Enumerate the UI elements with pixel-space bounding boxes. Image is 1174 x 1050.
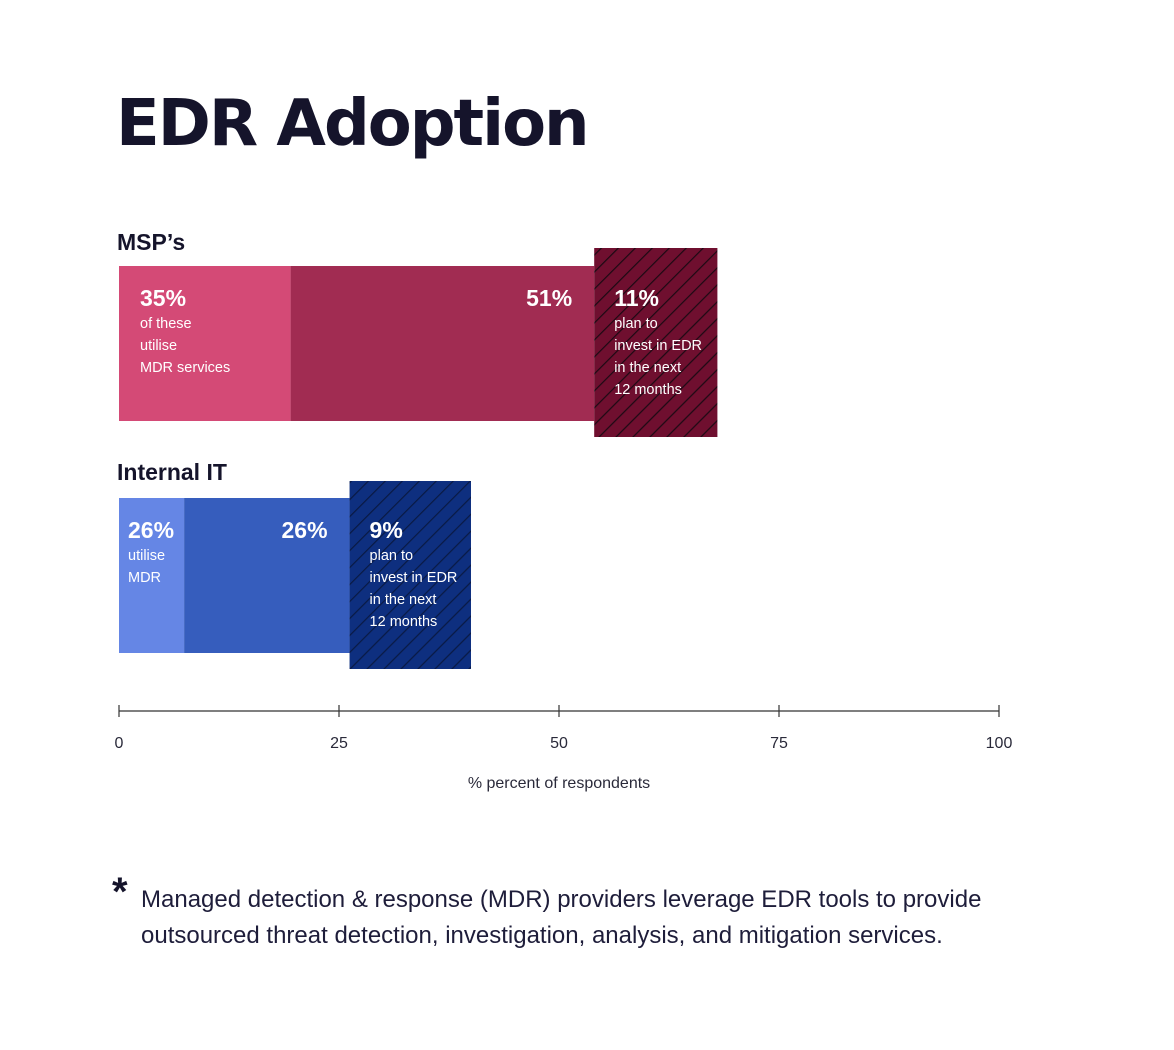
value-label-internal-it-1: 26% (128, 517, 174, 543)
annotation-line-msp-3-3: in the next (614, 360, 681, 376)
bars-layer (119, 248, 718, 669)
bar-segment-msp-2 (290, 266, 595, 421)
footnote-text: Managed detection & response (MDR) provi… (141, 886, 982, 949)
x-tick-label: 0 (115, 735, 124, 752)
annotation-line-internal-it-3-2: invest in EDR (370, 570, 458, 586)
labels-layer: MSP’s 35% of these utilise MDR services 51% 11… (117, 229, 702, 630)
edr-adoption-chart: MSP’s 35% of these utilise MDR services 51% 11… (115, 229, 1013, 792)
x-tick-label: 25 (330, 735, 348, 752)
value-label-msp-3: 11% (614, 285, 659, 311)
value-label-internal-it-3: 9% (370, 517, 403, 543)
annotation-line-internal-it-3-3: in the next (370, 592, 437, 608)
annotation-line-internal-it-1-1: utilise (128, 548, 165, 564)
annotation-line-internal-it-3-1: plan to (370, 548, 414, 564)
annotation-line-msp-3-2: invest in EDR (614, 338, 702, 354)
annotation-line-msp-1-3: MDR services (140, 360, 230, 376)
group-label-internal-it: Internal IT (117, 459, 227, 485)
annotation-line-msp-1-1: of these (140, 316, 192, 332)
annotation-line-msp-3-4: 12 months (614, 382, 682, 398)
bar-segment-internal-it-3 (349, 481, 471, 669)
value-label-internal-it-2: 26% (282, 517, 328, 543)
bar-segment-msp-1 (119, 266, 291, 421)
annotation-line-internal-it-1-2: MDR (128, 570, 161, 586)
x-axis-title: % percent of respondents (468, 775, 650, 792)
chart-title: EDR Adoption (116, 87, 590, 161)
footnote-marker: * (112, 870, 128, 914)
value-label-msp-1: 35% (140, 285, 186, 311)
annotation-line-internal-it-3-4: 12 months (370, 614, 438, 630)
x-tick-label: 50 (550, 735, 568, 752)
annotation-line-msp-1-2: utilise (140, 338, 177, 354)
x-tick-label: 100 (986, 735, 1013, 752)
bar-segment-msp-3 (594, 248, 718, 437)
bar-segment-internal-it-2 (184, 498, 350, 653)
annotation-line-msp-3-1: plan to (614, 316, 658, 332)
bar-segment-internal-it-1 (119, 498, 185, 653)
value-label-msp-2: 51% (526, 285, 572, 311)
group-label-msp: MSP’s (117, 229, 185, 255)
x-axis: 0 25 50 75 100 % percent of respondents (115, 705, 1013, 792)
x-tick-label: 75 (770, 735, 788, 752)
